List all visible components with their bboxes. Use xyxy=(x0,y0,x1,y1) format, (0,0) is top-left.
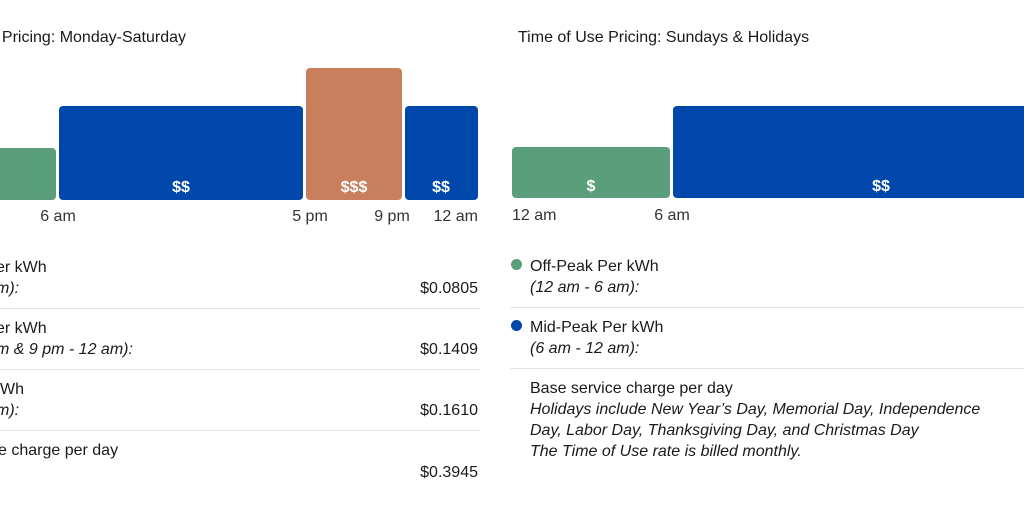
rate-hours: m): xyxy=(0,280,20,297)
rate-price: $0.1409 xyxy=(420,341,478,358)
bar-label-mid-peak: $$ xyxy=(872,178,890,195)
divider xyxy=(510,307,1024,308)
divider xyxy=(0,308,480,309)
weekend-chart-title: Time of Use Pricing: Sundays & Holidays xyxy=(518,29,810,46)
weekday-pricing-panel: Pricing: Monday-Saturday $$ $$$ $$ 6 am … xyxy=(0,0,480,523)
divider xyxy=(0,430,480,431)
bar-label-mid-peak-night: $$ xyxy=(432,179,450,196)
bar-off-peak xyxy=(0,148,56,200)
rate-name: er kWh xyxy=(0,320,47,337)
divider xyxy=(0,369,480,370)
rate-name: er kWh xyxy=(0,259,47,276)
tick-6am: 6 am xyxy=(654,207,690,224)
rate-name: Off-Peak Per kWh xyxy=(530,258,659,275)
rate-name: Base service charge per day xyxy=(530,380,733,397)
rate-name: Wh xyxy=(0,381,24,398)
weekend-chart: $ $$ 12 am 6 am xyxy=(512,106,1024,224)
rate-name: e charge per day xyxy=(0,442,119,459)
rate-hours: m): xyxy=(0,402,20,419)
weekday-chart-title: Pricing: Monday-Saturday xyxy=(1,29,186,46)
bar-mid-peak xyxy=(673,106,1024,198)
billing-note: The Time of Use rate is billed monthly. xyxy=(530,443,802,460)
bar-label-mid-peak-day: $$ xyxy=(172,179,190,196)
bar-label-off-peak: $ xyxy=(587,178,596,195)
bar-on-peak xyxy=(306,68,402,200)
rate-hours: (6 am - 12 am): xyxy=(530,340,640,357)
bar-mid-peak-night xyxy=(405,106,478,200)
weekend-pricing-panel: Time of Use Pricing: Sundays & Holidays … xyxy=(510,0,1024,523)
tick-6am: 6 am xyxy=(40,208,76,225)
tick-12am: 12 am xyxy=(434,208,478,225)
rate-name: Mid-Peak Per kWh xyxy=(530,319,664,336)
tick-12am: 12 am xyxy=(512,207,556,224)
tick-9pm: 9 pm xyxy=(374,208,410,225)
weekday-chart: $$ $$$ $$ 6 am 5 pm 9 pm 12 am xyxy=(0,68,478,225)
bar-mid-peak-day xyxy=(59,106,303,200)
rate-hours: m & 9 pm - 12 am): xyxy=(0,341,133,358)
tick-5pm: 5 pm xyxy=(292,208,328,225)
rate-price: $0.1610 xyxy=(420,402,478,419)
rate-hours: (12 am - 6 am): xyxy=(530,279,640,296)
off-peak-legend-dot xyxy=(511,259,522,270)
holidays-note: Holidays include New Year’s Day, Memoria… xyxy=(530,401,981,439)
rate-price: $0.3945 xyxy=(420,464,478,481)
mid-peak-legend-dot xyxy=(511,320,522,331)
bar-off-peak xyxy=(512,147,670,198)
rate-price: $0.0805 xyxy=(420,280,478,297)
divider xyxy=(510,368,1024,369)
bar-label-on-peak: $$$ xyxy=(341,179,368,196)
